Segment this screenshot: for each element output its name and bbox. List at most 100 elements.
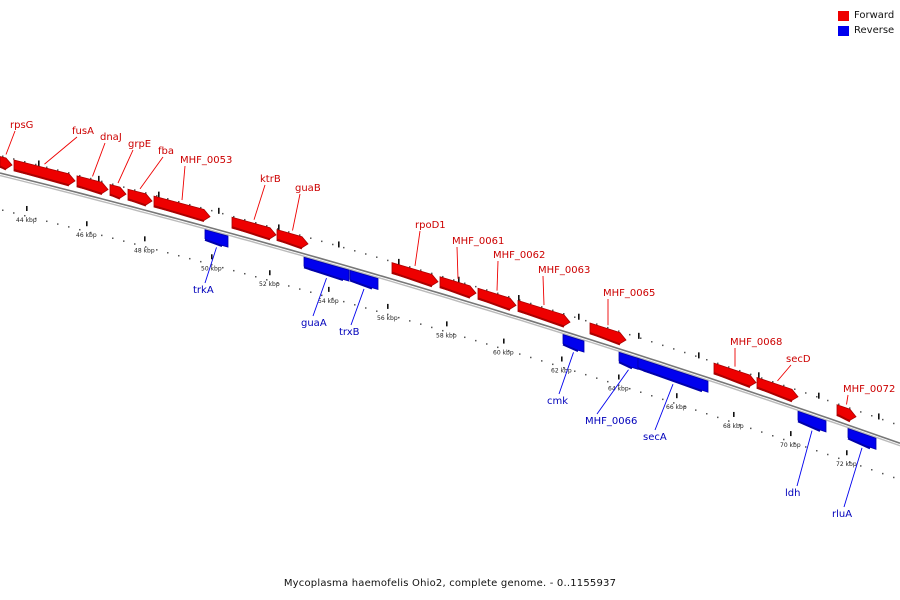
gene-label-leader (44, 136, 78, 165)
scale-tick (790, 431, 792, 437)
forward-gene (439, 276, 477, 299)
scale-tick (878, 413, 880, 420)
legend-forward-label: Forward (854, 10, 895, 21)
scale-tick (698, 352, 700, 359)
reverse-gene (204, 229, 229, 248)
reverse-gene-label: cmk (547, 396, 568, 407)
scale-tick (638, 332, 640, 339)
legend-reverse-label: Reverse (854, 25, 895, 36)
scale-tick (269, 270, 271, 276)
reverse-gene (618, 351, 639, 370)
scale-tick (26, 205, 28, 211)
scale-tick (446, 321, 448, 327)
scale-tick (458, 276, 460, 283)
reverse-gene (637, 357, 709, 393)
scale-label: 54 kbp (318, 298, 339, 305)
scale-label: 58 kbp (436, 332, 457, 339)
reverse-gene-label: secA (643, 432, 667, 443)
scale-tick (398, 258, 400, 265)
scale-tick (818, 392, 820, 399)
scale-label: 48 kbp (134, 247, 155, 254)
scale-label: 66 kbp (666, 404, 687, 411)
forward-gene-label: MHF_0061 (452, 236, 504, 247)
gene-label-leader (414, 230, 421, 266)
forward-gene (109, 183, 127, 200)
gene-label-leader (496, 260, 499, 291)
gene-tracks (0, 156, 877, 450)
legend-reverse: Reverse (838, 23, 894, 38)
scale-tick (98, 175, 100, 182)
legend-forward: Forward (838, 8, 894, 23)
scale-label: 62 kbp (551, 368, 572, 375)
gene-label-leader (350, 288, 365, 326)
scale-tick (278, 224, 280, 231)
scale-label: 70 kbp (780, 442, 801, 449)
scale-ticks: 44 kbp 46 kbp 48 kbp 50 kbp 52 kbp 54 kbp 56 k… (16, 160, 880, 468)
forward-gene (477, 287, 517, 311)
forward-gene-label: guaB (295, 183, 321, 194)
gene-label-leader (253, 184, 266, 220)
scale-label: 50 kbp (201, 265, 222, 272)
gene-label-leader (92, 142, 106, 177)
dotted-guides (2, 155, 895, 479)
reverse-gene-label: MHF_0066 (585, 416, 637, 427)
forward-gene-label: ktrB (260, 174, 281, 185)
reverse-gene-label: trkA (193, 285, 214, 296)
forward-gene-label: MHF_0068 (730, 337, 782, 348)
gene-label-leader (777, 364, 792, 382)
gene-label-leader (843, 447, 863, 508)
gene-label-leader (312, 278, 327, 317)
scale-label: 44 kbp (16, 217, 37, 224)
reverse-dotted-guide (2, 209, 895, 479)
legend: Forward Reverse (838, 8, 894, 38)
scale-tick (387, 303, 389, 309)
scale-tick (561, 356, 563, 362)
scale-label: 68 kbp (723, 423, 744, 430)
forward-gene (13, 159, 76, 187)
reverse-swatch (838, 25, 849, 36)
forward-gene-label: grpE (128, 139, 151, 150)
forward-gene-label: MHF_0065 (603, 288, 655, 299)
scale-tick (758, 372, 760, 379)
forward-gene (836, 404, 857, 423)
gene-label-leader (5, 130, 16, 155)
gene-label-leader (654, 384, 674, 431)
forward-gene (517, 299, 571, 328)
forward-gene-label: secD (786, 354, 811, 365)
forward-gene-label: fba (158, 146, 174, 157)
forward-gene-label: MHF_0072 (843, 384, 895, 395)
reverse-gene-label: rluA (832, 509, 852, 520)
gene-label-leader (292, 193, 301, 231)
gene-label-leader (456, 246, 459, 279)
scale-label: 64 kbp (608, 385, 629, 392)
gene-label-leader (542, 275, 545, 306)
scale-tick (144, 236, 146, 242)
scale-tick (338, 241, 340, 248)
forward-gene (713, 362, 757, 389)
forward-gene (589, 322, 627, 346)
backbone-line-top (0, 172, 900, 444)
scale-tick (211, 254, 213, 260)
scale-tick (733, 411, 735, 417)
scale-label: 52 kbp (259, 281, 280, 288)
forward-swatch (838, 10, 849, 21)
reverse-gene (562, 333, 585, 353)
forward-gene (231, 216, 277, 241)
gene-labels: rpsG fusA dnaJ grpE fba MHF_0053 ktrB guaB rpoD1… (5, 120, 895, 520)
gene-label-leader (139, 156, 164, 190)
reverse-gene-label: ldh (785, 488, 800, 499)
gene-label-leader (558, 352, 574, 395)
scale-tick (38, 160, 40, 167)
scale-tick (676, 393, 678, 399)
forward-gene-label: MHF_0053 (180, 155, 232, 166)
gene-label-leader (117, 149, 134, 184)
forward-gene (276, 229, 309, 250)
reverse-gene (847, 427, 877, 450)
genome-caption: Mycoplasma haemofelis Ohio2, complete ge… (283, 578, 617, 589)
reverse-gene-label: guaA (301, 318, 327, 329)
reverse-gene (797, 410, 827, 433)
forward-gene-label: rpoD1 (415, 220, 446, 231)
gene-label-leader (181, 165, 186, 201)
backbone-line-bottom (0, 174, 900, 447)
